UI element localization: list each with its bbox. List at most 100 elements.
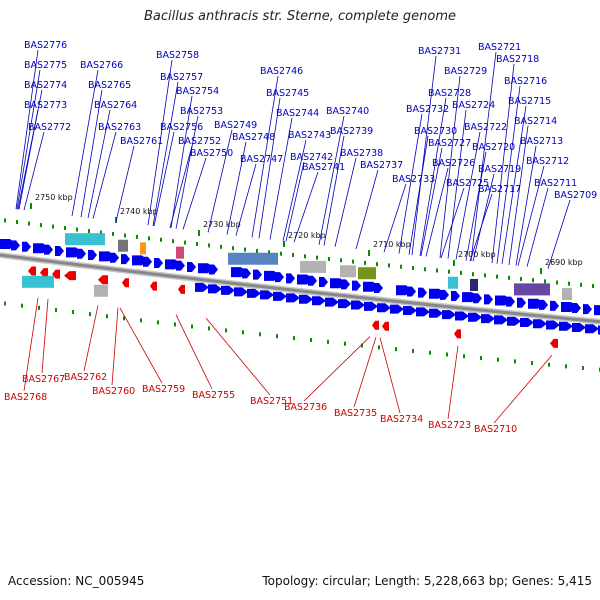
gene-label-bas2766: BAS2766 [80,60,123,71]
reverse-gene-arrow [178,284,185,294]
gene-label-bas2738: BAS2738 [340,148,383,159]
scale-tick-outer [52,224,54,229]
forward-gene-arrow [11,240,20,251]
gene-label-bas2744: BAS2744 [276,108,319,119]
gene-label-bas2743: BAS2743 [288,130,331,141]
leader-line [175,115,199,229]
scale-tick-inner [310,337,312,342]
scale-label: 2690 kbp [545,258,583,267]
scale-tick-inner [4,301,6,306]
forward-gene-arrow [418,287,427,298]
leader-line [425,167,449,257]
scale-tick-outer [556,280,558,285]
scale-tick-outer [256,248,258,253]
forward-gene-arrow [546,320,560,330]
reverse-gene-arrow [98,275,108,285]
scale-tick-inner [191,324,193,329]
scale-label: 2710 kbp [373,240,411,249]
forward-gene-arrow [506,296,515,307]
forward-gene-arrow [539,299,548,310]
gene-label-bas2730: BAS2730 [414,126,457,137]
gene-label-bas2768: BAS2768 [4,392,47,403]
forward-gene-arrow [440,289,449,300]
forward-gene-arrow [275,272,284,283]
scale-tick-outer [340,258,342,263]
gene-label-bas2748: BAS2748 [232,132,275,143]
gene-label-bas2762: BAS2762 [64,372,107,383]
domain-block [140,242,146,255]
leader-line [169,145,193,229]
scale-tick-outer [304,254,306,259]
leader-line [526,187,549,267]
scale-tick-outer [436,268,438,273]
scale-tick-outer [220,244,222,249]
gene-label-bas2732: BAS2732 [406,104,449,115]
gene-label-bas2760: BAS2760 [92,386,135,397]
domain-block [22,275,54,288]
leader-line [15,49,39,210]
gene-label-bas2714: BAS2714 [514,116,557,127]
leader-line [258,97,281,239]
scale-tick-outer [124,233,126,238]
genome-summary: Topology: circular; Length: 5,228,663 bp… [262,574,592,588]
scale-tick-outer [196,242,198,247]
scale-tick-outer [172,239,174,244]
gene-label-bas2728: BAS2728 [428,88,471,99]
domain-block [300,260,326,273]
forward-gene-arrow [176,260,185,271]
forward-gene-arrow [260,290,274,300]
gene-label-bas2737: BAS2737 [360,160,403,171]
leader-line [411,55,437,256]
scale-tick-outer [64,226,66,231]
scale-tick-outer [568,281,570,286]
scale-ticks: 2750 kbp 2740 kbp 2730 kbp 2720 kbp 2710 kbp… [4,193,600,372]
scale-tick-inner [259,332,261,337]
scale-tick-inner [429,350,431,355]
forward-gene-arrow [468,312,482,322]
scale-tick-inner [514,359,516,364]
leader-line [115,145,135,222]
scale-tick-inner [565,364,567,369]
gene-label-bas2774: BAS2774 [24,80,67,91]
forward-gene-arrow [208,284,222,294]
gene-label-bas2761: BAS2761 [120,136,163,147]
gene-label-bas2721: BAS2721 [478,42,521,53]
leader-line [269,117,293,240]
scale-tick-outer [280,251,282,256]
scale-tick-inner [106,314,108,319]
label-leader-lines [15,49,571,424]
scale-tick-outer [376,262,378,267]
forward-gene-arrow [364,301,378,311]
leader-line [501,105,527,265]
reverse-gene-arrow [28,266,36,276]
gene-label-bas2755: BAS2755 [192,390,235,401]
gene-label-bas2723: BAS2723 [428,420,471,431]
scale-label: 2730 kbp [203,220,241,229]
leader-line [323,135,345,246]
domain-block [94,284,108,297]
scale-tick-outer [160,237,162,242]
gene-label-bas2753: BAS2753 [180,106,223,117]
scale-tick-inner [548,362,550,367]
gene-label-bas2767: BAS2767 [22,374,65,385]
scale-tick-inner [412,348,414,353]
forward-gene-arrow [484,294,493,305]
scale-tick-outer [136,234,138,239]
scale-label: 2740 kbp [120,207,158,216]
gene-label-bas2742: BAS2742 [290,152,333,163]
leader-line [547,199,571,269]
leader-line [111,307,119,386]
gene-label-bas2747: BAS2747 [240,154,283,165]
leader-line [293,171,319,243]
forward-gene-arrow [77,248,86,259]
scale-tick-inner [327,339,329,344]
leader-line [87,109,111,219]
gene-label-bas2750: BAS2750 [190,148,233,159]
leader-line [408,135,429,255]
scale-tick-inner [123,316,125,321]
gene-label-bas2729: BAS2729 [444,66,487,77]
forward-gene-arrow [187,261,196,272]
leader-line [493,354,553,424]
leader-line [285,161,305,242]
scale-tick-outer [328,256,330,261]
